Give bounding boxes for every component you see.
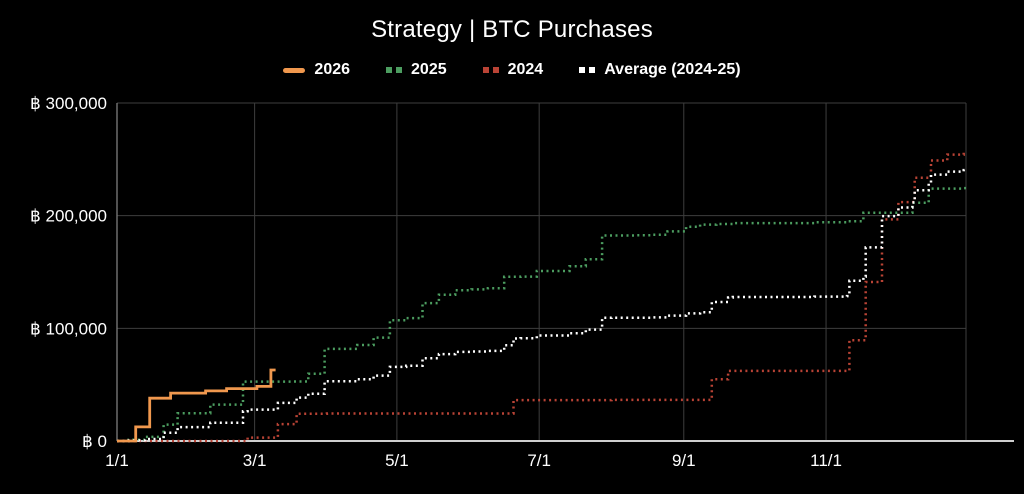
legend-swatch-average-2024-25 — [579, 67, 596, 73]
legend-item-2024[interactable]: 2024 — [482, 61, 544, 79]
legend-swatch-dot — [386, 67, 393, 73]
legend-label: 2026 — [314, 61, 351, 78]
y-tick-label: ฿ 100,000 — [30, 319, 107, 338]
legend-swatch-2024 — [482, 67, 499, 73]
x-tick-label: 9/1 — [672, 451, 696, 470]
legend-swatch-dot — [492, 67, 499, 73]
legend-swatch-dot — [482, 67, 489, 73]
chart-title: Strategy | BTC Purchases — [371, 16, 653, 43]
chart-legend: 2026 2025 2024 Average (2024-25) — [0, 61, 1024, 79]
legend-label: 2024 — [507, 61, 544, 78]
legend-swatch-dot — [579, 67, 586, 73]
x-tick-label: 3/1 — [243, 451, 267, 470]
series-line-average-2024-25 — [117, 168, 966, 443]
y-tick-label: ฿ 200,000 — [30, 207, 107, 226]
series-line-2024 — [117, 150, 966, 443]
legend-item-average-2024-25[interactable]: Average (2024-25) — [579, 61, 741, 79]
x-tick-label: 11/1 — [810, 451, 842, 470]
y-tick-label: ฿ 0 — [82, 432, 107, 451]
legend-label: Average (2024-25) — [604, 61, 741, 78]
legend-swatch-2025 — [386, 67, 403, 73]
series-line-2026 — [117, 368, 276, 443]
legend-item-2025[interactable]: 2025 — [386, 61, 447, 79]
legend-label: 2025 — [411, 61, 447, 78]
x-tick-label: 5/1 — [385, 451, 409, 470]
legend-swatch-dot — [589, 67, 596, 73]
legend-swatch-dot — [396, 67, 403, 73]
x-tick-label: 7/1 — [527, 451, 551, 470]
series-line-2025 — [117, 186, 966, 443]
x-tick-label: 1/1 — [105, 451, 129, 470]
legend-item-2026[interactable]: 2026 — [283, 61, 350, 79]
y-tick-label: ฿ 300,000 — [30, 94, 107, 113]
legend-swatch-2026 — [283, 67, 306, 73]
